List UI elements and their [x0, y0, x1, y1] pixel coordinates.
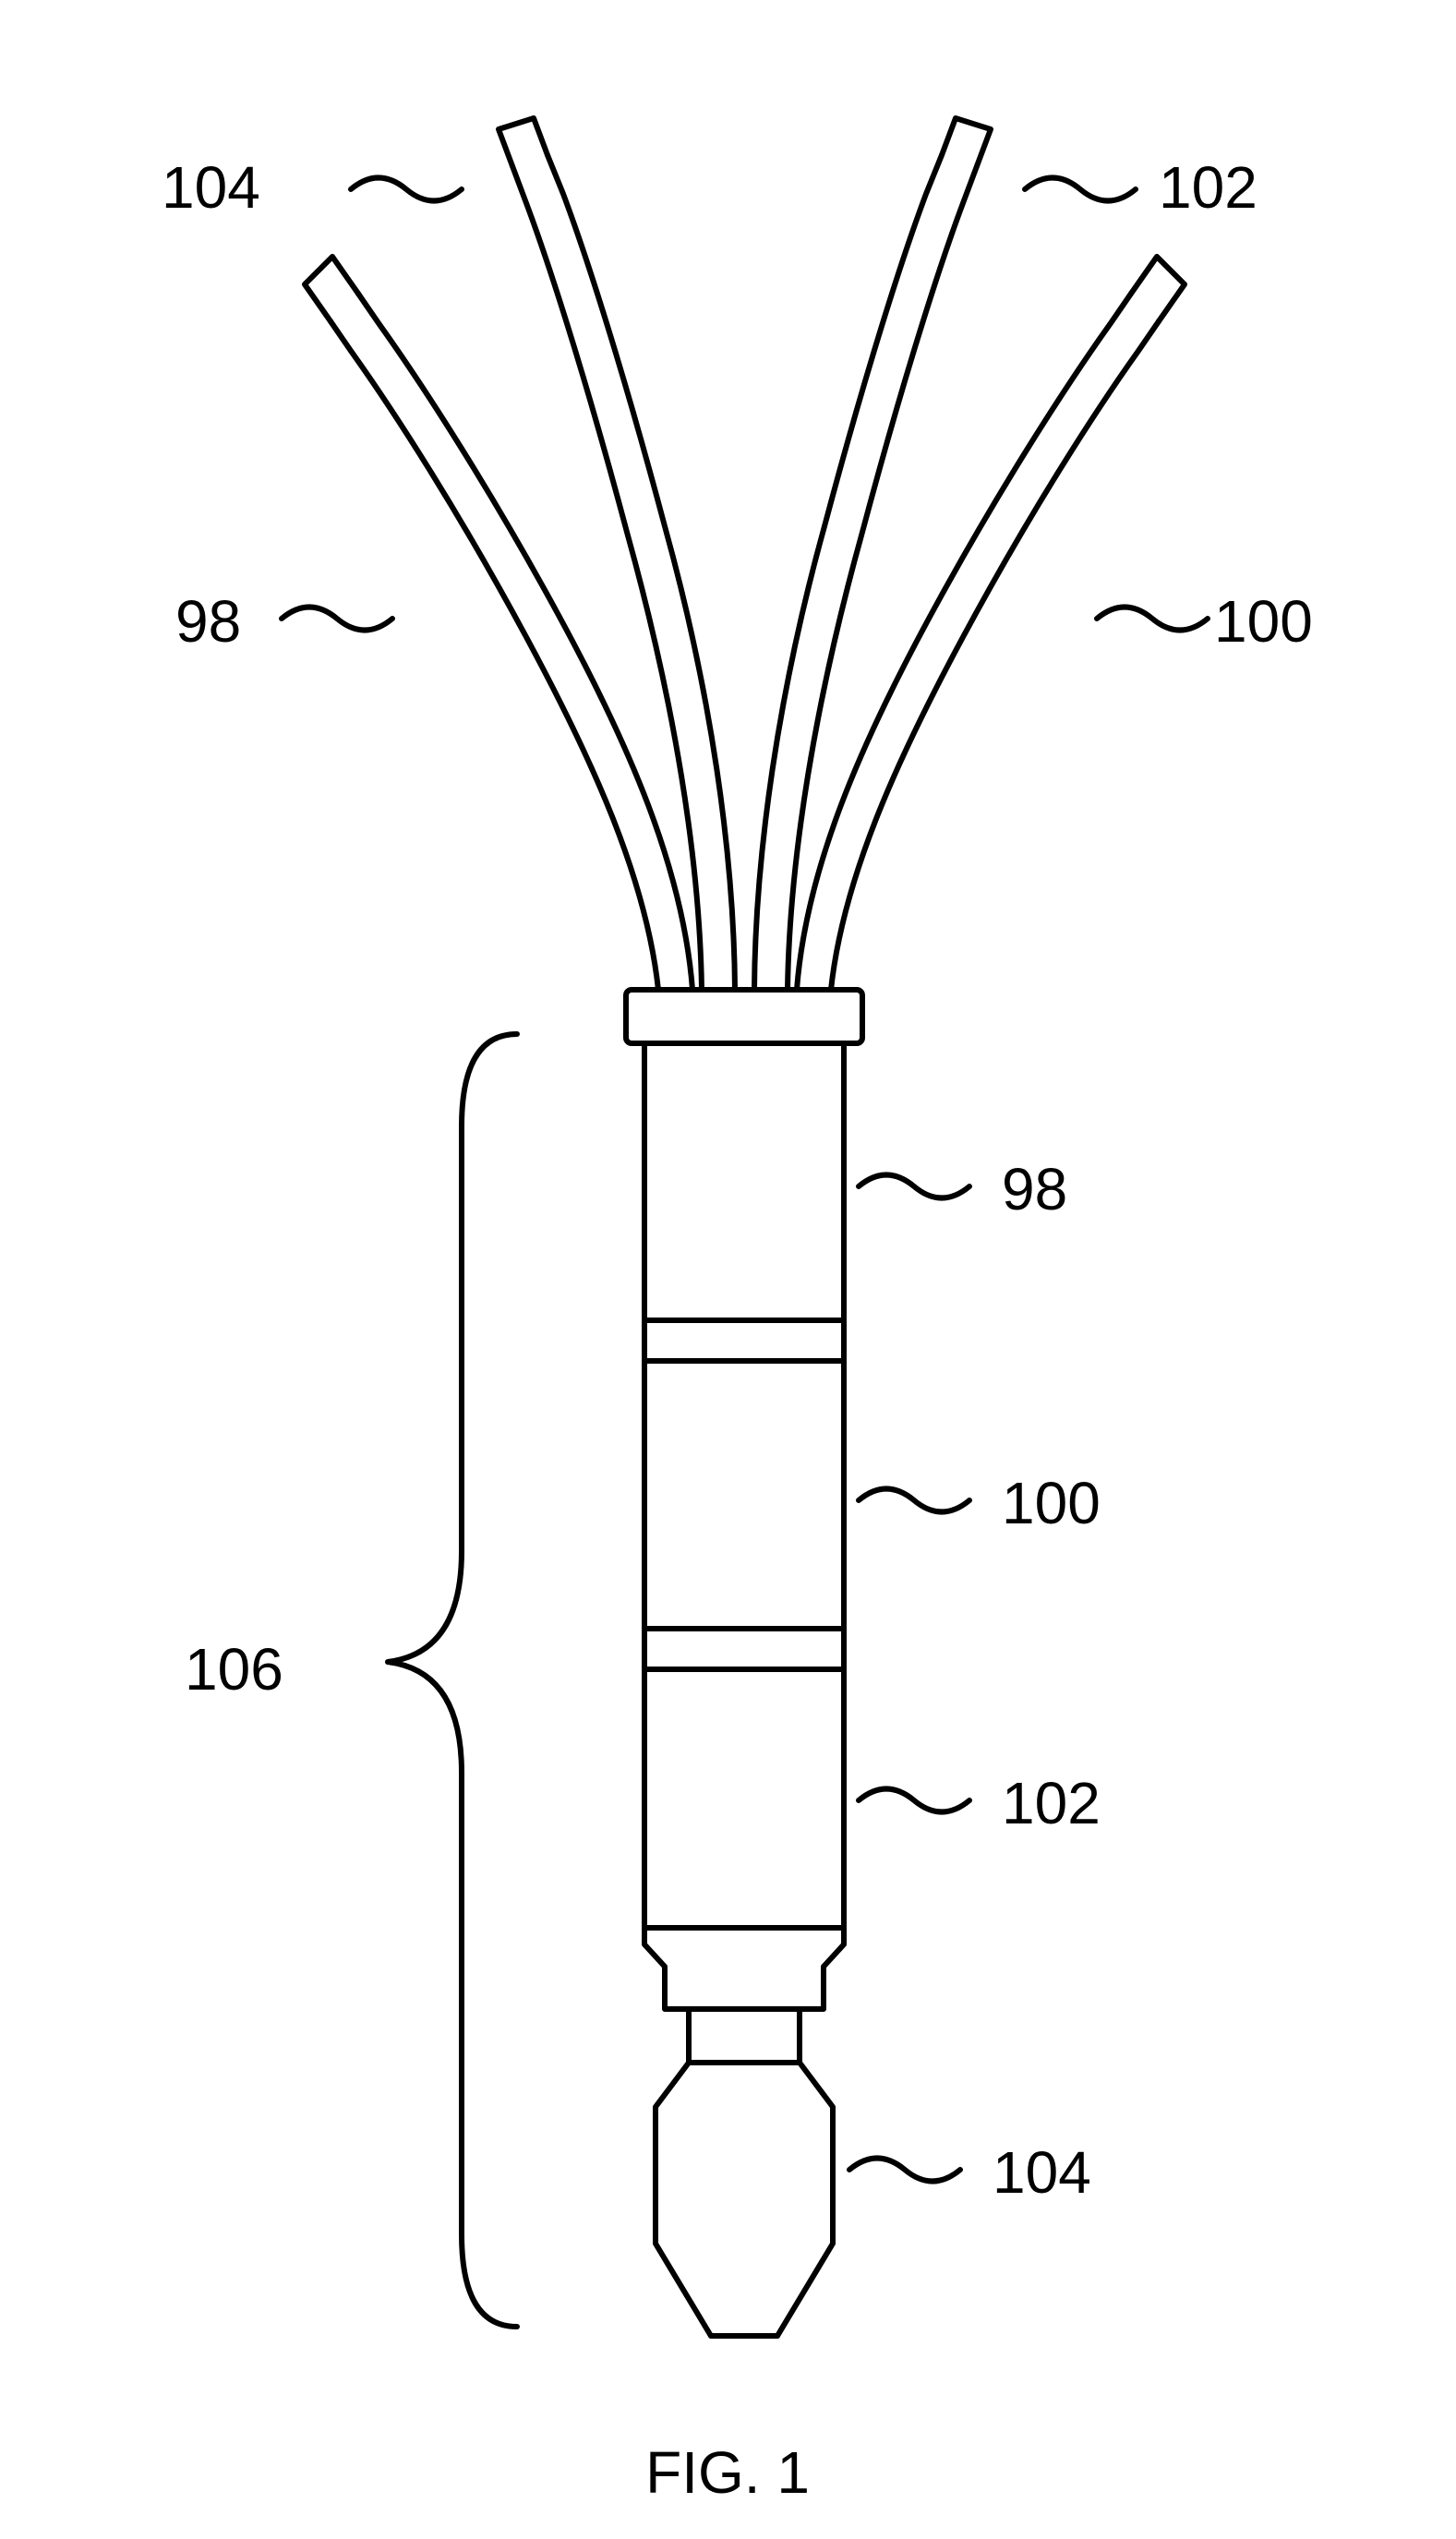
wire-104 — [499, 118, 735, 990]
label-100-top: 100 — [1214, 588, 1313, 655]
leaders — [282, 178, 1208, 2182]
plug-body — [626, 990, 862, 2336]
label-102-seg: 102 — [1002, 1770, 1101, 1836]
labels: 104 102 98 100 98 100 102 104 106 FIG. 1 — [162, 154, 1313, 2506]
wire-102 — [754, 118, 991, 990]
label-102-top: 102 — [1159, 154, 1257, 221]
label-98-top: 98 — [175, 588, 241, 655]
connector-drawing: 104 102 98 100 98 100 102 104 106 FIG. 1 — [162, 118, 1313, 2506]
label-106: 106 — [185, 1636, 283, 1703]
label-98-seg: 98 — [1002, 1156, 1067, 1222]
label-100-seg: 100 — [1002, 1470, 1101, 1536]
label-104-top: 104 — [162, 154, 260, 221]
figure-1: 104 102 98 100 98 100 102 104 106 FIG. 1 — [0, 0, 1456, 2539]
label-104-seg: 104 — [993, 2139, 1091, 2206]
figure-caption: FIG. 1 — [645, 2439, 810, 2506]
wire-100 — [797, 257, 1185, 990]
brace-106 — [388, 1034, 517, 2327]
wire-98 — [305, 257, 692, 990]
